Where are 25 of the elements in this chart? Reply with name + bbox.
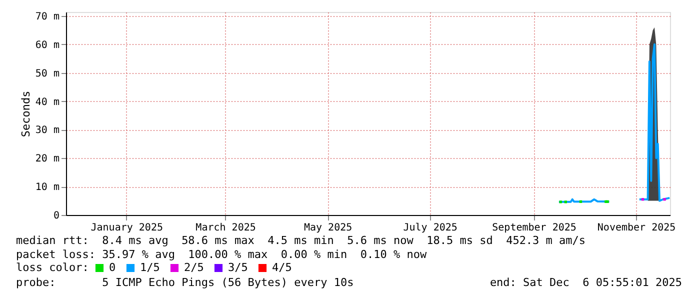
legend-label: 3/5 <box>228 260 248 274</box>
x-tick-label: November 2025 <box>597 222 676 234</box>
x-tick-label: May 2025 <box>304 222 352 234</box>
text: end: Sat Dec 6 05:55:01 2025 <box>490 276 682 289</box>
y-tick-label: 50 m <box>35 68 60 80</box>
x-tick-label: March 2025 <box>196 222 256 234</box>
legend-label: 1/5 <box>140 260 160 274</box>
legend-title: loss color: <box>16 261 89 274</box>
y-axis-title: Seconds <box>19 90 32 138</box>
x-tick-label: September 2025 <box>492 222 576 234</box>
y-tick-label: 60 m <box>35 40 60 51</box>
y-tick-label: 10 m <box>35 182 60 194</box>
x-tick-label: January 2025 <box>90 222 163 234</box>
text: median rtt: 8.4 ms avg 58.6 ms max 4.5 ms min 5.6 ms now 18.5 ms sd 452.3 m am/s <box>16 234 586 247</box>
legend-label: 2/5 <box>184 260 204 274</box>
y-tick-label: 70 m <box>35 11 60 22</box>
y-tick-label: 0 <box>53 210 60 222</box>
legend-label: 0 <box>109 260 116 274</box>
text: packet loss: 35.97 % avg 100.00 % max 0.00 % min 0.10 % now <box>16 248 427 261</box>
y-tick-label: 40 m <box>35 96 60 108</box>
y-tick-label: 30 m <box>35 125 60 136</box>
x-tick-label: July 2025 <box>403 222 458 234</box>
legend-label: 4/5 <box>272 260 292 274</box>
y-tick-label: 20 m <box>35 154 60 165</box>
text: probe: 5 ICMP Echo Pings (56 Bytes) every 10s <box>16 276 354 289</box>
